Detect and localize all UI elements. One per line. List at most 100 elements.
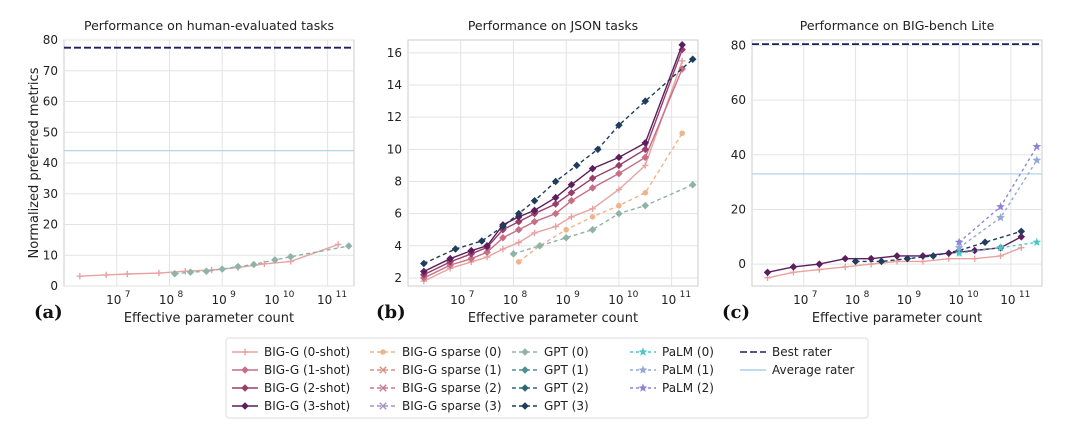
- series-line: [958, 159, 1038, 249]
- legend-swatch-marker: [521, 348, 529, 356]
- data-point: [234, 262, 242, 271]
- data-point: [616, 202, 622, 209]
- x-tick-exponent: 9: [574, 290, 580, 300]
- data-point: [588, 225, 597, 234]
- data-point: [615, 209, 623, 218]
- data-point: [1032, 155, 1042, 164]
- x-tick-label: 10: [159, 293, 174, 307]
- legend-box: [225, 337, 869, 419]
- data-point: [483, 242, 491, 250]
- legend-swatch-marker: [638, 365, 648, 374]
- data-point: [202, 267, 211, 276]
- x-tick-label: 10: [661, 293, 676, 307]
- data-point: [615, 169, 623, 178]
- data-point: [344, 242, 353, 250]
- legend-label: BIG-G sparse (1): [402, 363, 502, 377]
- x-tick-exponent: 8: [864, 290, 870, 300]
- x-tick-label: 10: [608, 293, 623, 307]
- legend-swatch-marker: [241, 384, 249, 392]
- legend-swatch-marker: [380, 349, 386, 355]
- series-line: [959, 241, 1037, 254]
- x-tick-label: 10: [793, 293, 808, 307]
- data-point: [679, 130, 685, 137]
- data-point: [218, 265, 226, 273]
- data-point: [551, 193, 560, 202]
- data-point: [530, 206, 539, 215]
- legend-label: BIG-G (0-shot): [264, 345, 350, 359]
- y-tick-label: 20: [731, 202, 746, 216]
- data-point: [250, 260, 258, 269]
- x-tick-exponent: 9: [230, 290, 236, 300]
- data-point: [971, 255, 978, 262]
- y-tick-label: 80: [731, 38, 746, 52]
- y-tick-label: 0: [50, 279, 58, 293]
- data-point: [186, 268, 195, 276]
- data-point: [562, 233, 570, 242]
- x-tick-exponent: 7: [125, 290, 131, 300]
- x-tick-exponent: 10: [967, 290, 979, 300]
- x-axis-label: Effective parameter count: [124, 311, 294, 326]
- legend-label: BIG-G (3-shot): [264, 399, 350, 413]
- legend-swatch-marker: [638, 383, 648, 392]
- data-point: [589, 214, 596, 220]
- legend-label: BIG-G sparse (0): [402, 345, 502, 359]
- legend-label: GPT (3): [544, 399, 589, 413]
- data-point: [1032, 237, 1042, 246]
- chart-title: Performance on JSON tasks: [468, 18, 638, 33]
- data-point: [271, 256, 279, 264]
- y-tick-label: 80: [43, 33, 58, 47]
- data-point: [551, 200, 560, 208]
- x-tick-exponent: 10: [283, 290, 295, 300]
- data-point: [841, 254, 849, 263]
- y-tick-label: 60: [43, 95, 58, 109]
- data-point: [563, 226, 569, 233]
- data-point: [615, 161, 623, 170]
- data-point: [509, 250, 518, 258]
- y-tick-label: 8: [394, 174, 402, 188]
- x-tick-label: 10: [317, 293, 332, 307]
- y-tick-label: 50: [43, 125, 58, 139]
- data-point: [552, 223, 559, 230]
- data-point: [1018, 244, 1025, 251]
- legend-swatch-marker: [638, 347, 648, 356]
- data-point: [155, 269, 163, 277]
- chart-title: Performance on BIG-bench Lite: [800, 18, 995, 33]
- data-point: [641, 145, 650, 154]
- y-tick-label: 10: [387, 142, 402, 156]
- x-tick-label: 10: [450, 293, 465, 307]
- x-tick-label: 10: [949, 293, 964, 307]
- panel-label: (a): [34, 302, 63, 323]
- data-point: [170, 269, 179, 278]
- legend-swatch-marker: [521, 402, 529, 410]
- data-point: [970, 246, 979, 255]
- series-line: [423, 58, 694, 265]
- y-tick-label: 2: [394, 271, 402, 285]
- data-point: [641, 97, 650, 105]
- legend-label: GPT (1): [544, 363, 589, 377]
- data-point: [981, 238, 989, 247]
- data-point: [514, 225, 523, 234]
- data-point: [615, 186, 623, 193]
- legend-swatch-marker: [241, 366, 249, 374]
- data-point: [1017, 233, 1026, 241]
- data-point: [929, 252, 938, 260]
- legend-label: Average rater: [772, 363, 854, 377]
- data-point: [588, 174, 597, 183]
- data-point: [515, 259, 522, 265]
- y-axis-label: Normalized preferred metrics: [27, 67, 42, 258]
- legend-label: BIG-G sparse (2): [402, 381, 502, 395]
- data-point: [893, 252, 901, 260]
- data-point: [483, 248, 491, 257]
- legend-swatch-marker: [521, 384, 529, 392]
- data-point: [688, 180, 697, 189]
- data-point: [589, 205, 596, 213]
- data-point: [588, 164, 597, 173]
- legend-label: PaLM (0): [662, 345, 714, 359]
- data-point: [551, 209, 560, 218]
- legend-swatch-marker: [241, 348, 249, 356]
- data-point: [514, 217, 523, 226]
- x-tick-label: 10: [845, 293, 860, 307]
- series-line: [79, 243, 339, 277]
- x-tick-label: 10: [212, 293, 227, 307]
